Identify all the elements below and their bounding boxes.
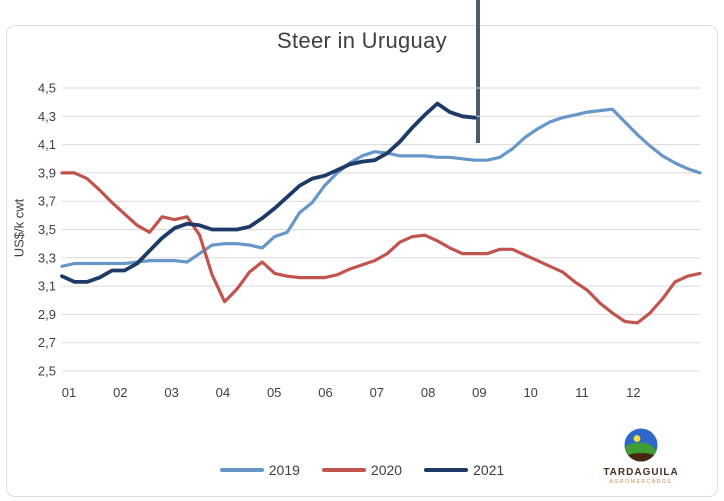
y-tick-label: 4,1 [38, 137, 56, 152]
y-tick-label: 4,5 [38, 81, 56, 96]
annotation-vertical-line [476, 0, 480, 143]
y-tick-label: 3,5 [38, 222, 56, 237]
x-tick-label: 02 [113, 385, 127, 400]
y-tick-label: 2,9 [38, 307, 56, 322]
series-line-2019 [60, 107, 702, 268]
x-tick-label: 10 [523, 385, 537, 400]
legend: 2019 2020 2021 [0, 459, 724, 481]
series-line-2021 [60, 101, 477, 284]
x-tick-label: 04 [216, 385, 230, 400]
tardaguila-logo: TARDAGUILA AGROMERCADOS [601, 426, 681, 485]
legend-swatch-2019 [219, 468, 264, 472]
y-tick-label: 4,3 [38, 109, 56, 124]
legend-label-2021: 2021 [473, 462, 505, 478]
legend-item-2019: 2019 [219, 462, 300, 478]
y-tick-label: 3,1 [38, 279, 56, 294]
y-tick-label: 2,7 [38, 335, 56, 350]
y-tick-label: 2,5 [38, 364, 56, 379]
x-tick-label: 12 [626, 385, 640, 400]
legend-swatch-2020 [321, 468, 366, 472]
x-tick-label: 05 [267, 385, 281, 400]
legend-item-2021: 2021 [424, 462, 504, 478]
logo-icon [624, 428, 658, 462]
y-tick-label: 3,3 [38, 250, 56, 265]
logo-subtext: AGROMERCADOS [609, 479, 673, 485]
logo-text: TARDAGUILA [603, 467, 679, 478]
x-tick-label: 07 [370, 385, 384, 400]
x-tick-label: 09 [472, 385, 486, 400]
x-tick-label: 11 [575, 385, 589, 400]
chart-frame [6, 25, 718, 497]
x-tick-label: 06 [318, 385, 332, 400]
x-tick-label: 03 [164, 385, 178, 400]
y-tick-label: 3,7 [38, 194, 56, 209]
y-tick-label: 3,9 [38, 165, 56, 180]
legend-label-2019: 2019 [268, 462, 300, 478]
legend-label-2020: 2020 [370, 462, 403, 478]
legend-item-2020: 2020 [321, 462, 403, 478]
x-tick-label: 08 [421, 385, 435, 400]
x-tick-label: 01 [62, 385, 76, 400]
legend-swatch-2021 [424, 468, 469, 472]
chart-title: Steer in Uruguay [277, 28, 447, 53]
series-line-2020 [60, 171, 702, 325]
